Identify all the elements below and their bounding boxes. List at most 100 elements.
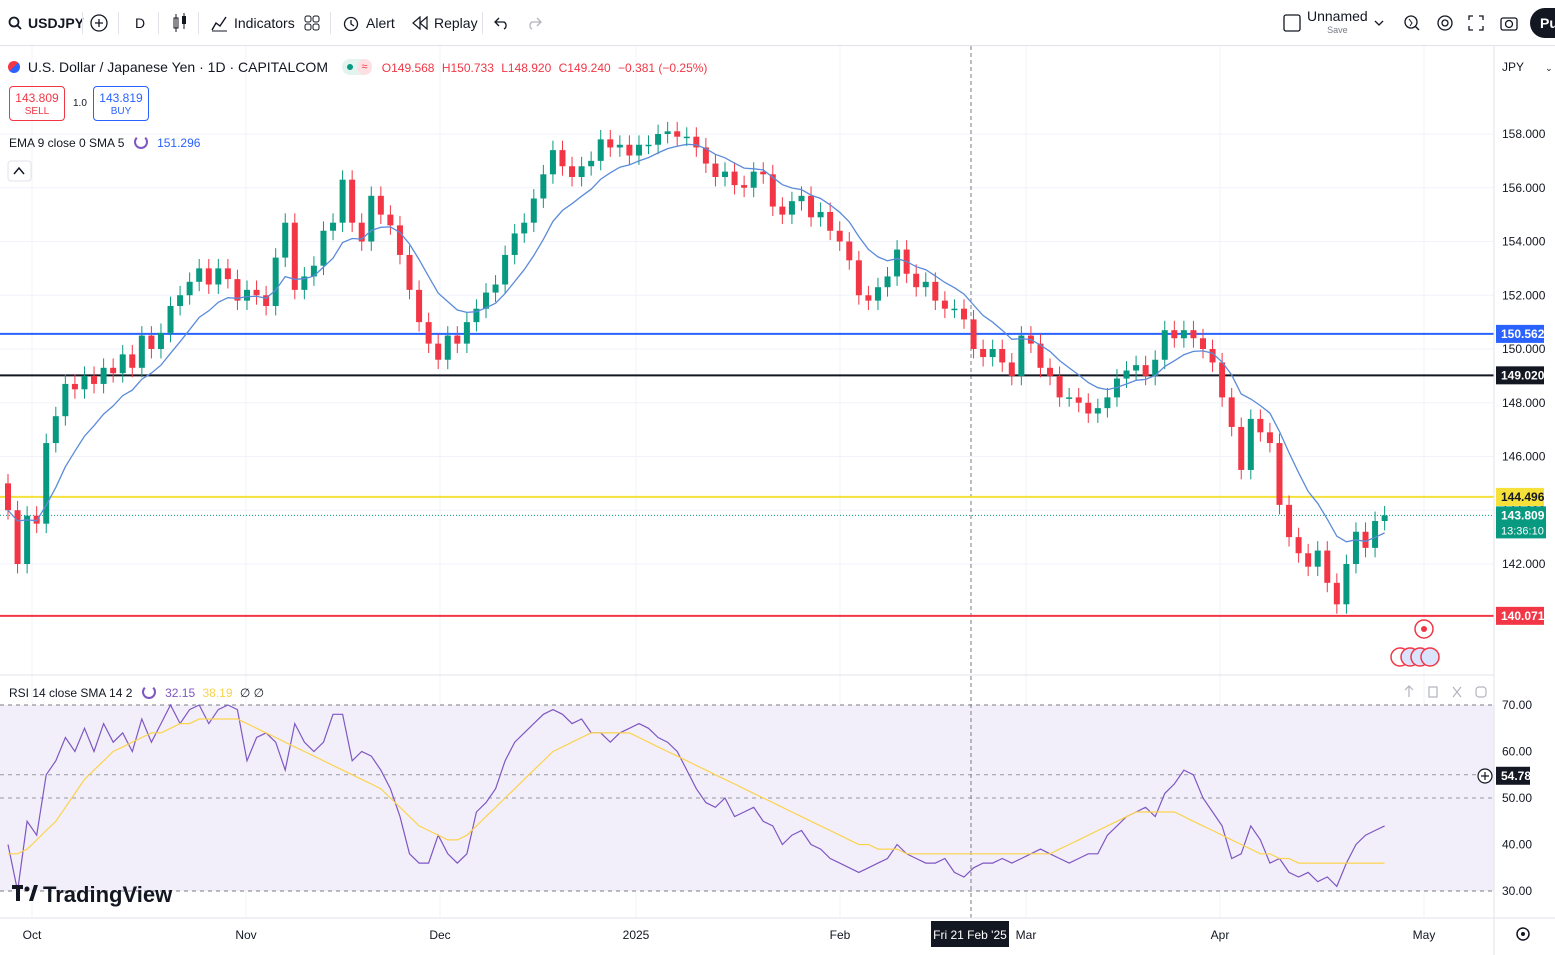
price-tick-label: 154.000 bbox=[1502, 235, 1546, 249]
candle-down bbox=[769, 174, 776, 207]
currency-selector[interactable]: JPY ⌄ bbox=[1502, 60, 1553, 74]
candle-up bbox=[1372, 521, 1379, 548]
candle-down bbox=[416, 289, 423, 323]
candle-down bbox=[1295, 537, 1302, 554]
candle-down bbox=[569, 166, 576, 177]
candle-up bbox=[272, 257, 279, 306]
rsi-label: RSI 14 close SMA 14 2 bbox=[9, 686, 133, 700]
crosshair-date-text: Fri 21 Feb '25 bbox=[933, 928, 1007, 942]
candle-down bbox=[626, 144, 633, 156]
publish-button[interactable]: Pu bbox=[1530, 8, 1555, 38]
layouts-button[interactable] bbox=[304, 10, 320, 36]
alert-label: Alert bbox=[366, 15, 395, 31]
alert-button[interactable]: Alert bbox=[342, 10, 395, 36]
candle-up bbox=[549, 150, 556, 175]
candle-up bbox=[1314, 550, 1321, 567]
checkbox-icon bbox=[1283, 14, 1301, 32]
candle-down bbox=[110, 367, 117, 374]
candle-up bbox=[722, 171, 728, 177]
rsi-value: 32.15 bbox=[165, 686, 196, 700]
symbol-search[interactable]: USDJPY bbox=[8, 10, 84, 36]
candle-down bbox=[406, 254, 413, 290]
candle-up bbox=[330, 222, 337, 231]
chart-type-button[interactable] bbox=[172, 10, 188, 36]
search-icon bbox=[8, 16, 22, 30]
candle-down bbox=[1209, 349, 1216, 363]
candle-up bbox=[511, 233, 518, 255]
crosshair-date-tag bbox=[931, 921, 1009, 947]
candle-up bbox=[1381, 515, 1388, 521]
rewind-icon bbox=[412, 16, 428, 30]
candle-up bbox=[167, 306, 174, 333]
candle-down bbox=[224, 268, 231, 280]
time-tick-label: Dec bbox=[429, 928, 450, 942]
indicators-icon bbox=[211, 16, 227, 32]
candle-down bbox=[970, 319, 977, 349]
candle-up bbox=[798, 195, 805, 202]
undo-button[interactable] bbox=[494, 10, 510, 36]
layout-menu[interactable]: Unnamed Save bbox=[1283, 9, 1384, 36]
currency-label: JPY bbox=[1502, 60, 1524, 74]
ohlc-open: O149.568 bbox=[381, 61, 435, 75]
level-tag-text: 150.562 bbox=[1501, 327, 1545, 341]
redo-icon bbox=[529, 17, 542, 30]
candle-down bbox=[693, 136, 700, 148]
candle-down bbox=[1085, 402, 1092, 414]
undo-icon bbox=[494, 17, 507, 30]
candle-up bbox=[444, 335, 451, 360]
candle-down bbox=[129, 354, 136, 368]
symbol-legend: U.S. Dollar / Japanese Yen · 1D · CAPITA… bbox=[8, 59, 711, 75]
quick-search-icon bbox=[1404, 15, 1420, 31]
buy-button[interactable]: 143.819 BUY bbox=[93, 86, 149, 121]
rsi-sma-line bbox=[8, 718, 1385, 864]
ohlc-change: −0.381 (−0.25%) bbox=[618, 61, 708, 75]
candle-up bbox=[655, 134, 662, 145]
quick-search-button[interactable] bbox=[1403, 10, 1421, 36]
publish-label: Pu bbox=[1540, 15, 1555, 31]
rsi-axis: 70.00 60.00 50.00 40.00 30.00 54.78 bbox=[1496, 698, 1532, 898]
candle-up bbox=[884, 276, 891, 288]
compare-button[interactable] bbox=[90, 10, 108, 36]
screenshot-button[interactable] bbox=[1500, 10, 1518, 36]
layout-save-label: Save bbox=[1327, 25, 1348, 35]
indicators-button[interactable]: Indicators bbox=[210, 10, 295, 36]
candle-down bbox=[1171, 330, 1178, 339]
candle-down bbox=[980, 349, 987, 358]
price-tick-label: 158.000 bbox=[1502, 127, 1546, 141]
rsi-legend[interactable]: RSI 14 close SMA 14 2 32.15 38.19 ∅ ∅ bbox=[9, 685, 264, 700]
candle-down bbox=[941, 300, 948, 309]
level-tag-red bbox=[1496, 606, 1544, 625]
candle-up bbox=[1343, 564, 1350, 605]
time-tick-label: Nov bbox=[235, 928, 256, 942]
rsi-line bbox=[7, 703, 1385, 892]
candle-up bbox=[177, 295, 184, 306]
sell-label: SELL bbox=[24, 106, 50, 117]
ema-legend[interactable]: EMA 9 close 0 SMA 5 151.296 bbox=[9, 135, 200, 150]
candle-down bbox=[1056, 375, 1063, 398]
candle-up bbox=[645, 144, 652, 147]
candle-up bbox=[100, 367, 107, 384]
candle-down bbox=[702, 147, 709, 164]
candle-down bbox=[425, 322, 432, 344]
candle-up bbox=[588, 160, 595, 167]
candle-down bbox=[234, 279, 241, 301]
candle-up bbox=[683, 136, 690, 139]
price-tick-label: 152.000 bbox=[1502, 288, 1546, 302]
grid-icon bbox=[304, 15, 320, 31]
chevron-down-icon bbox=[1374, 20, 1384, 26]
fullscreen-button[interactable] bbox=[1468, 10, 1484, 36]
candle-down bbox=[148, 335, 155, 349]
candle-down bbox=[1305, 553, 1312, 567]
candle-down bbox=[836, 230, 843, 242]
candle-up bbox=[492, 284, 499, 293]
candle-up bbox=[186, 281, 193, 296]
sell-button[interactable]: 143.809 SELL bbox=[9, 86, 65, 121]
candle-down bbox=[71, 383, 78, 390]
replay-button[interactable]: Replay bbox=[412, 10, 478, 36]
candle-down bbox=[1142, 365, 1149, 376]
redo-button[interactable] bbox=[526, 10, 542, 36]
candle-up bbox=[1018, 335, 1025, 376]
interval-button[interactable]: D bbox=[135, 10, 145, 36]
settings-button[interactable] bbox=[1436, 10, 1454, 36]
